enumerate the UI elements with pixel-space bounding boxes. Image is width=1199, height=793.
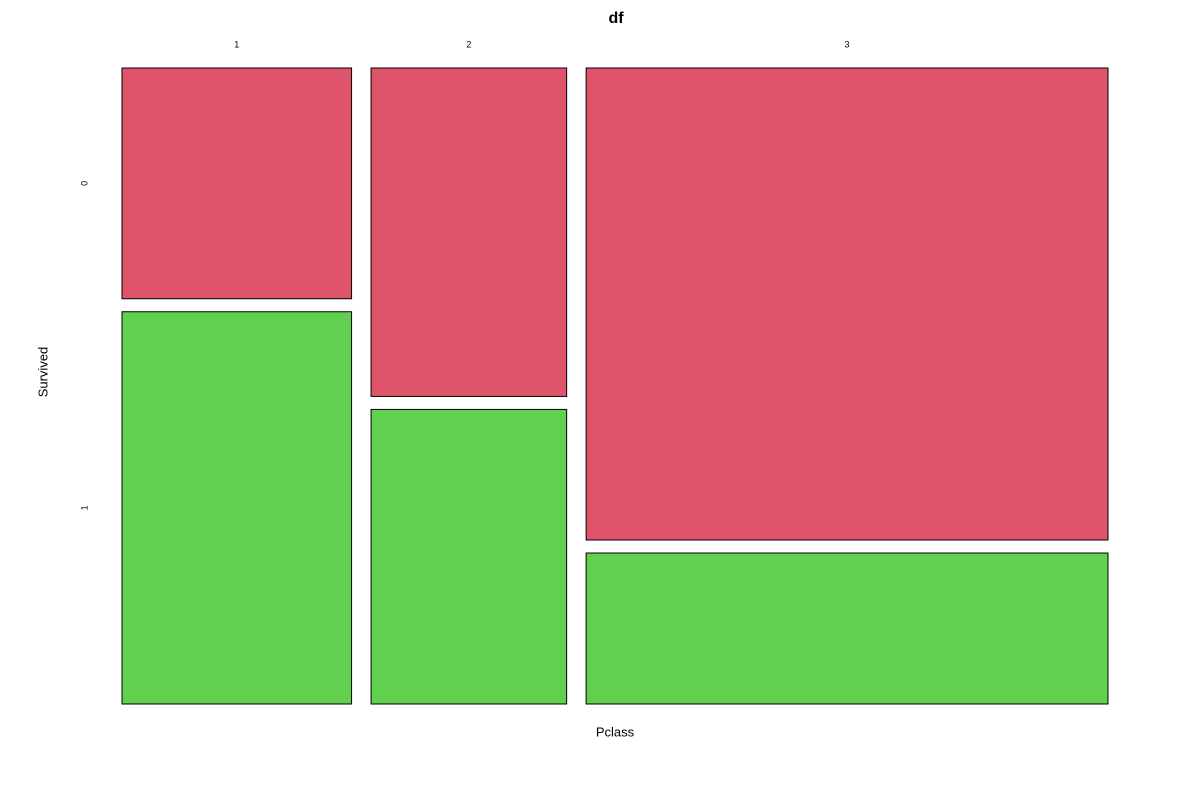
mosaic-tile (121, 311, 353, 705)
y-category-label: 0 (79, 181, 89, 186)
mosaic-tile (370, 408, 568, 705)
mosaic-tile (585, 67, 1109, 541)
mosaic-tile (370, 67, 568, 397)
x-axis-label: Pclass (596, 724, 635, 739)
x-category-label: 1 (234, 39, 239, 49)
x-category-label: 2 (466, 39, 471, 49)
y-axis-label: Survived (35, 347, 50, 398)
chart-title: df (608, 10, 624, 27)
mosaic-tile (121, 67, 353, 300)
mosaic-tile (585, 552, 1109, 705)
x-category-label: 3 (845, 39, 850, 49)
y-category-label: 1 (79, 505, 89, 510)
